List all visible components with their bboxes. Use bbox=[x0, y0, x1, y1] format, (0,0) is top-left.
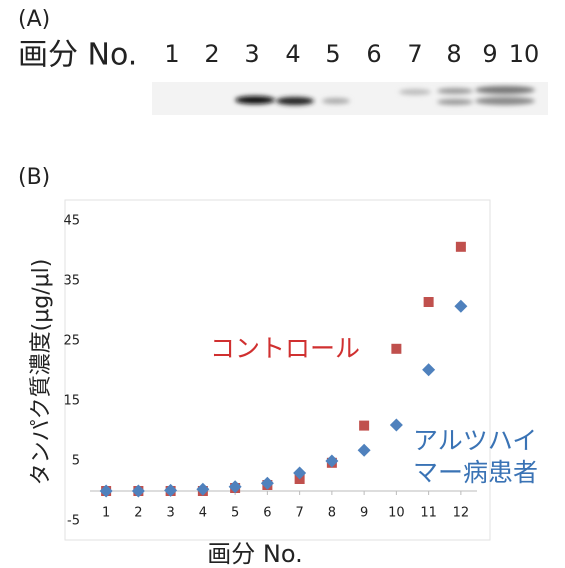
y-tick-label: 5 bbox=[72, 454, 80, 469]
point bbox=[454, 300, 467, 313]
band bbox=[475, 97, 535, 105]
lane-label: 2 bbox=[204, 40, 219, 68]
point bbox=[359, 421, 369, 431]
point bbox=[422, 363, 435, 376]
series-label: コントロール bbox=[210, 333, 360, 365]
lane-label: 6 bbox=[366, 40, 381, 68]
x-axis-label: 画分 No. bbox=[207, 540, 302, 568]
point bbox=[391, 344, 401, 354]
page: (A) 画分 No. 12345678910 (B) 画分 No. タンパク質濃… bbox=[0, 0, 565, 568]
y-axis-label: タンパク質濃度(μg/μl) bbox=[29, 259, 54, 486]
y-tick-label: 25 bbox=[63, 334, 80, 349]
x-tick-label: 6 bbox=[263, 506, 271, 521]
band bbox=[399, 89, 431, 95]
x-tick-label: 3 bbox=[166, 506, 174, 521]
x-tick-label: 9 bbox=[360, 506, 368, 521]
x-tick-label: 1 bbox=[102, 506, 110, 521]
x-tick-label: 11 bbox=[420, 506, 437, 521]
y-tick-label: 15 bbox=[63, 394, 80, 409]
lane-label: 8 bbox=[446, 40, 461, 68]
band bbox=[276, 97, 314, 105]
x-tick-label: 4 bbox=[199, 506, 207, 521]
x-tick-label: 12 bbox=[453, 506, 470, 521]
x-tick-label: 7 bbox=[295, 506, 303, 521]
y-tick-label: -5 bbox=[67, 514, 80, 529]
panel-label: (B) bbox=[18, 165, 50, 190]
band bbox=[437, 99, 473, 105]
lane-label: 1 bbox=[164, 40, 179, 68]
series-label: アルツハイマー病患者 bbox=[413, 425, 548, 489]
lane-label: 4 bbox=[285, 40, 300, 68]
lane-label: 10 bbox=[509, 40, 540, 68]
lane-axis-label: 画分 No. bbox=[18, 38, 137, 73]
x-tick-label: 5 bbox=[231, 506, 239, 521]
point bbox=[456, 242, 466, 252]
band bbox=[475, 86, 535, 94]
blot bbox=[152, 82, 548, 115]
point bbox=[358, 444, 371, 457]
band bbox=[437, 88, 473, 94]
x-tick-label: 2 bbox=[134, 506, 142, 521]
x-tick-label: 8 bbox=[328, 506, 336, 521]
lane-label: 3 bbox=[244, 40, 259, 68]
lane-label: 7 bbox=[407, 40, 422, 68]
panel-label: (A) bbox=[18, 7, 50, 32]
lane-label: 9 bbox=[482, 40, 497, 68]
y-tick-label: 35 bbox=[63, 274, 80, 289]
x-tick-label: 10 bbox=[388, 506, 405, 521]
band bbox=[235, 96, 275, 104]
point bbox=[390, 419, 403, 432]
lane-label: 5 bbox=[325, 40, 340, 68]
band bbox=[322, 98, 350, 104]
y-tick-label: 45 bbox=[63, 214, 80, 229]
point bbox=[424, 297, 434, 307]
